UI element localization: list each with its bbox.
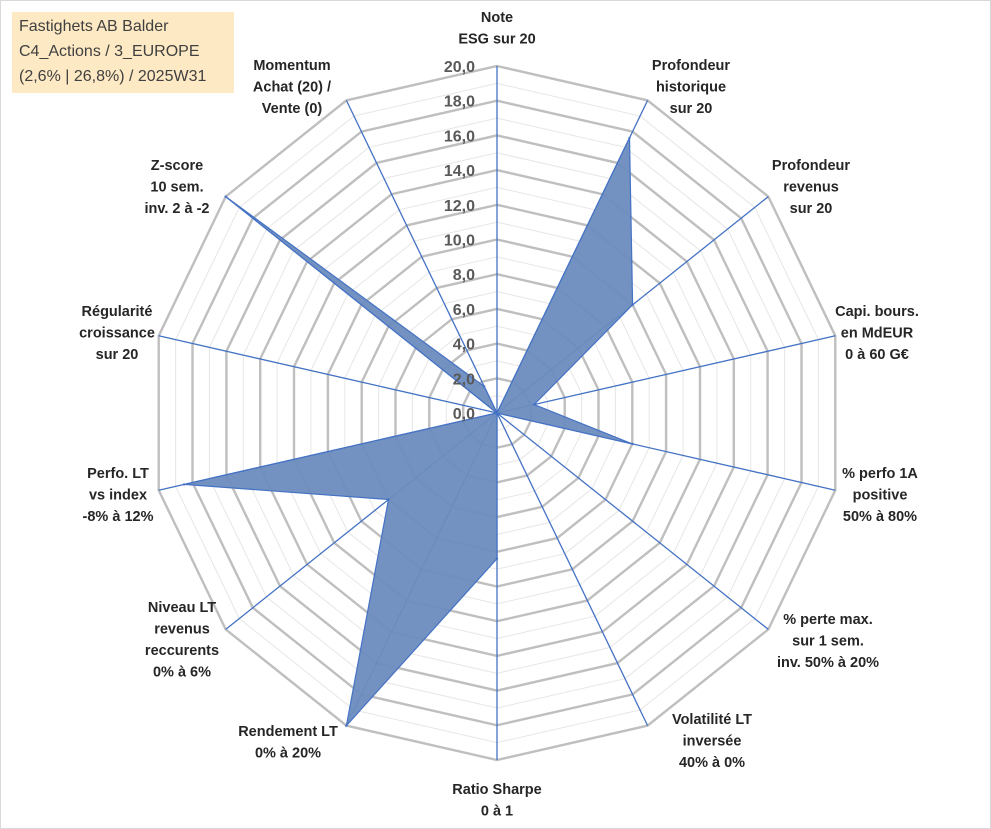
- data-point: [533, 403, 536, 406]
- axis-spoke: [496, 412, 649, 726]
- category-label-line: positive: [853, 488, 908, 504]
- category-label-line: sur 20: [670, 101, 713, 117]
- category-label-line: 0% à 20%: [255, 746, 321, 762]
- title-line-stats: (2,6% | 26,8%) / 2025W31: [19, 68, 207, 85]
- category-label: Z-score 10 sem. inv. 2 à -2: [144, 158, 209, 217]
- category-label: Volatilité LT inversée 40% à 0%: [672, 712, 752, 771]
- tick-label: 14,0: [444, 163, 475, 180]
- category-label-line: en MdEUR: [841, 326, 914, 342]
- category-label-line: Momentum: [253, 58, 330, 74]
- category-label-line: Rendement LT: [238, 724, 338, 740]
- category-label-line: inv. 2 à -2: [144, 201, 209, 217]
- category-label-line: revenus: [783, 180, 839, 196]
- category-label-line: inversée: [683, 734, 742, 750]
- category-label-line: vs index: [89, 488, 147, 504]
- category-label-line: Profondeur: [772, 158, 850, 174]
- data-point: [631, 442, 634, 446]
- category-label: Profondeur revenus sur 20: [772, 158, 850, 217]
- tick-label: 6,0: [453, 302, 475, 319]
- data-point: [345, 724, 348, 727]
- category-label-line: Niveau LT: [148, 600, 216, 616]
- category-label-line: 0% à 6%: [153, 665, 211, 681]
- category-label-line: Capi. bours.: [835, 304, 919, 320]
- category-label: % perfo 1A positive 50% à 80%: [842, 466, 918, 525]
- category-label: Capi. bours. en MdEUR 0 à 60 G€: [835, 304, 919, 363]
- data-point: [495, 411, 499, 415]
- category-label: Note ESG sur 20: [458, 10, 535, 48]
- category-label-line: revenus: [154, 622, 210, 638]
- tick-label: 18,0: [444, 94, 475, 111]
- tick-label: 4,0: [453, 337, 475, 354]
- category-label-line: % perte max.: [783, 612, 872, 628]
- category-label-line: Volatilité LT: [672, 712, 752, 728]
- category-label-line: Z-score: [151, 158, 203, 174]
- category-label-line: Ratio Sharpe: [452, 782, 541, 798]
- category-label: Momentum Achat (20) / Vente (0): [253, 58, 331, 117]
- category-label-line: Régularité: [82, 304, 153, 320]
- category-label: Rendement LT 0% à 20%: [238, 724, 338, 762]
- category-label-line: % perfo 1A: [842, 466, 918, 482]
- axis-spoke: [345, 100, 498, 414]
- data-point: [628, 136, 631, 140]
- data-point: [631, 303, 634, 306]
- data-point: [483, 385, 486, 388]
- category-label-line: historique: [656, 80, 726, 96]
- tick-label: 2,0: [453, 371, 475, 388]
- tick-label: 16,0: [444, 128, 475, 145]
- category-label-line: Profondeur: [652, 58, 730, 74]
- category-label-line: croissance: [79, 326, 155, 342]
- category-label-line: Perfo. LT: [87, 466, 149, 482]
- category-label-line: 10 sem.: [150, 180, 203, 196]
- category-label-line: 0 à 1: [481, 804, 513, 820]
- category-label: Profondeur historique sur 20: [652, 58, 730, 117]
- category-label-line: Vente (0): [262, 101, 323, 117]
- title-line-company: Fastighets AB Balder: [19, 18, 169, 35]
- category-label-line: Note: [481, 10, 513, 26]
- category-label: % perte max. sur 1 sem. inv. 50% à 20%: [777, 612, 879, 671]
- category-label-line: inv. 50% à 20%: [777, 655, 879, 671]
- tick-label: 8,0: [453, 267, 475, 284]
- category-label: Niveau LT revenus reccurents 0% à 6%: [145, 600, 219, 681]
- category-label: Perfo. LT vs index -8% à 12%: [83, 466, 154, 525]
- category-label-line: Achat (20) /: [253, 80, 331, 96]
- category-label: Ratio Sharpe 0 à 1: [452, 782, 541, 820]
- tick-label: 0,0: [453, 406, 475, 423]
- category-label-line: 40% à 0%: [679, 755, 745, 771]
- category-labels: Note ESG sur 20 Profondeur historique sur 20…: [79, 10, 919, 820]
- axis-spoke: [158, 335, 498, 414]
- category-label-line: sur 20: [96, 347, 139, 363]
- tick-label: 10,0: [444, 233, 475, 250]
- data-point: [224, 195, 227, 198]
- tick-label: 12,0: [444, 198, 475, 215]
- category-label-line: ESG sur 20: [458, 32, 535, 48]
- category-label-line: -8% à 12%: [83, 509, 154, 525]
- series-area: [183, 137, 634, 728]
- data-point: [182, 483, 186, 486]
- category-label-line: 0 à 60 G€: [845, 347, 909, 363]
- axis-spoke: [496, 412, 769, 630]
- category-label: Régularité croissance sur 20: [79, 304, 155, 363]
- category-label-line: reccurents: [145, 643, 219, 659]
- data-point: [387, 498, 390, 501]
- tick-label: 20,0: [444, 59, 475, 76]
- series-layer: [182, 136, 634, 728]
- title-line-category: C4_Actions / 3_EUROPE: [19, 43, 200, 60]
- data-point: [495, 557, 499, 560]
- title-box: Fastighets AB Balder C4_Actions / 3_EURO…: [12, 12, 234, 93]
- category-label-line: sur 20: [790, 201, 833, 217]
- category-label-line: 50% à 80%: [843, 509, 917, 525]
- axis-spoke: [496, 335, 836, 414]
- radial-tick-labels: 0,0 2,0 4,0 6,0 8,0 10,0 12,0 14,0 16,0 18,0 20,0: [444, 59, 475, 423]
- category-label-line: sur 1 sem.: [792, 634, 864, 650]
